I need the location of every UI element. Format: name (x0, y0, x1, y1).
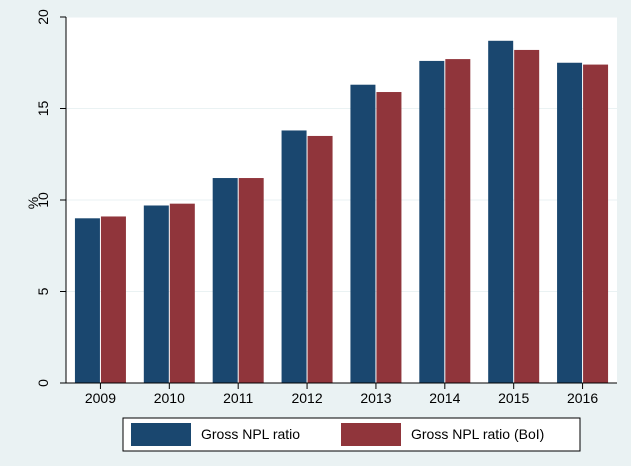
x-tick-label: 2013 (360, 390, 391, 406)
y-tick-label: 20 (35, 9, 51, 25)
legend-swatch-gross-npl-ratio (131, 423, 191, 446)
legend-label-gross-npl-ratio-boi: Gross NPL ratio (BoI) (411, 426, 544, 442)
bar-gross-npl-ratio-boi-2016 (583, 64, 609, 383)
y-axis-ticks: 0 5 10 15 20 (35, 9, 66, 387)
y-axis-label: % (25, 197, 41, 209)
bar-gross-npl-ratio-2013 (350, 84, 376, 384)
bar-gross-npl-ratio-2010 (143, 205, 169, 383)
y-tick-label: 15 (35, 101, 51, 117)
y-tick-label: 0 (35, 379, 51, 387)
bar-gross-npl-ratio-boi-2015 (514, 49, 540, 383)
x-tick-label: 2016 (567, 390, 598, 406)
x-tick-label: 2010 (154, 390, 185, 406)
bar-gross-npl-ratio-2016 (557, 62, 583, 383)
bar-gross-npl-ratio-boi-2012 (307, 135, 333, 383)
bar-gross-npl-ratio-2009 (74, 218, 100, 383)
bar-gross-npl-ratio-2011 (212, 178, 238, 383)
x-tick-label: 2012 (291, 390, 322, 406)
bar-gross-npl-ratio-2015 (488, 40, 514, 383)
x-tick-label: 2014 (429, 390, 460, 406)
bars (74, 40, 609, 384)
bar-gross-npl-ratio-boi-2009 (100, 216, 126, 383)
bar-gross-npl-ratio-boi-2014 (445, 59, 471, 384)
bar-gross-npl-ratio-boi-2011 (238, 178, 264, 383)
bar-gross-npl-ratio-boi-2013 (376, 92, 402, 383)
x-tick-label: 2011 (223, 390, 253, 406)
legend-swatch-gross-npl-ratio-boi (341, 423, 401, 446)
x-axis-ticks: 2009 2010 2011 2012 2013 2014 2015 2016 (85, 383, 598, 406)
y-tick-label: 10 (35, 192, 51, 208)
legend-label-gross-npl-ratio: Gross NPL ratio (201, 426, 300, 442)
bar-gross-npl-ratio-boi-2010 (169, 203, 195, 383)
bar-gross-npl-ratio-2012 (281, 130, 307, 383)
bar-gross-npl-ratio-2014 (419, 60, 445, 384)
x-tick-label: 2009 (85, 390, 116, 406)
x-tick-label: 2015 (498, 390, 529, 406)
legend: Gross NPL ratio Gross NPL ratio (BoI) (122, 417, 581, 452)
y-tick-label: 5 (35, 287, 51, 295)
